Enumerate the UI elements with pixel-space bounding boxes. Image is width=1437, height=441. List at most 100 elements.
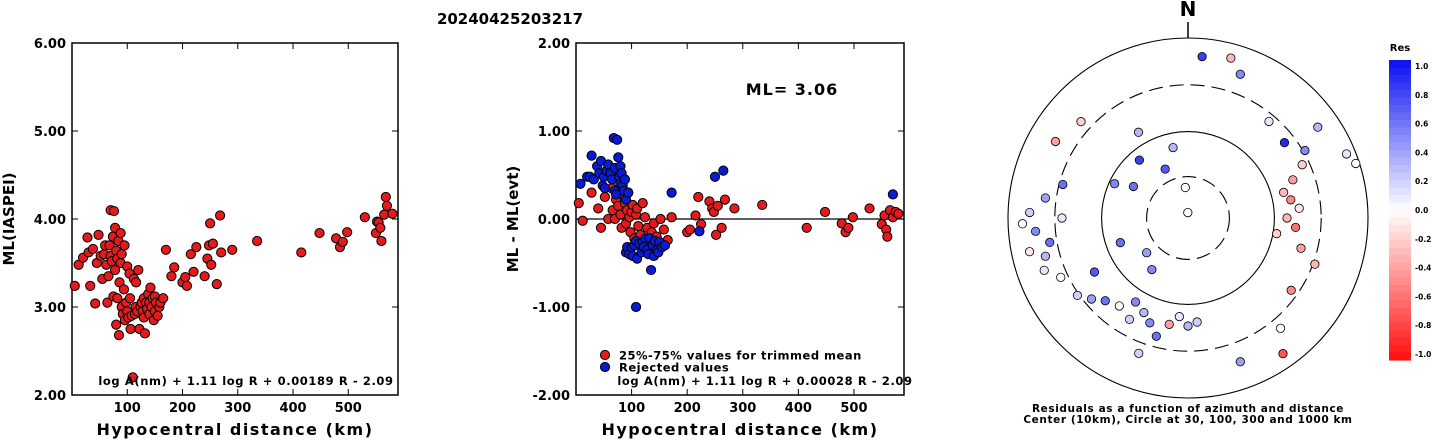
data-point [575, 178, 586, 189]
data-point [158, 293, 169, 304]
colorbar-tick-label: 0.2 [1415, 177, 1428, 186]
data-point [633, 220, 644, 232]
data-point [116, 249, 127, 260]
data-point [709, 171, 721, 182]
colorbar-segment [1389, 120, 1411, 129]
station-point [1086, 294, 1097, 304]
colorbar-segment [1389, 345, 1411, 354]
y-tick-label: 1.00 [538, 125, 570, 140]
data-point [85, 280, 96, 291]
station-point [1134, 348, 1144, 358]
data-point [139, 328, 151, 339]
colorbar-segment [1389, 337, 1411, 346]
station-point [1133, 127, 1144, 137]
station-point [1124, 314, 1135, 324]
data-point [573, 198, 584, 209]
station-point [1174, 312, 1184, 322]
colorbar-segment [1389, 225, 1411, 234]
station-point [1024, 247, 1035, 257]
data-point [130, 277, 142, 288]
data-point [887, 189, 898, 200]
data-point [757, 199, 768, 211]
north-label: N [1180, 0, 1197, 21]
data-point [185, 249, 196, 260]
colorbar-tick-label: -0.2 [1415, 235, 1431, 244]
data-point [359, 212, 370, 223]
data-point [801, 222, 812, 233]
station-point [1168, 142, 1178, 153]
data-point [599, 191, 611, 203]
station-point [1025, 207, 1035, 218]
colorbar-segment [1389, 135, 1411, 144]
y-tick-label: 5.00 [34, 125, 66, 140]
distance-circle [1054, 84, 1322, 352]
station-point [1045, 237, 1055, 247]
data-point [109, 264, 121, 276]
station-point [1226, 53, 1236, 63]
colorbar-segment [1389, 240, 1411, 249]
data-point [181, 280, 193, 291]
station-point [1286, 195, 1296, 205]
data-point [882, 231, 893, 242]
data-point [658, 224, 669, 235]
colorbar-tick-label: 0.8 [1415, 91, 1428, 100]
station-point [1275, 323, 1286, 333]
colorbar-segment [1389, 300, 1411, 309]
colorbar-tick-label: 0.4 [1415, 148, 1428, 157]
colorbar-tick-label: -0.6 [1415, 292, 1431, 301]
colorbar-segment [1389, 90, 1411, 99]
distance-circle [1007, 37, 1369, 399]
station-point [1235, 69, 1245, 79]
data-point [119, 240, 130, 251]
station-point [1296, 243, 1306, 253]
data-point [227, 244, 238, 255]
station-point [1183, 321, 1193, 331]
station-point [1180, 182, 1190, 193]
data-point [693, 191, 704, 203]
data-point [690, 210, 701, 221]
station-point [1109, 179, 1120, 189]
station-point [1100, 296, 1110, 306]
colorbar-tick-label: 1.0 [1415, 62, 1428, 71]
data-point [376, 235, 387, 247]
data-point [637, 198, 648, 209]
station-point [1313, 122, 1323, 132]
formula-annotation: log A(nm) + 1.11 log R + 0.00028 R - 2.0… [617, 374, 912, 388]
station-point [1139, 308, 1149, 318]
x-axis-label: Hypocentral distance (km) [601, 420, 878, 439]
legend-label: Rejected values [619, 361, 729, 375]
data-point [87, 243, 99, 255]
station-point [1183, 208, 1193, 218]
data-point [166, 271, 177, 282]
x-tick-label: 300 [729, 401, 756, 416]
data-point [694, 226, 705, 237]
data-point [819, 206, 831, 218]
colorbar-segment [1389, 127, 1411, 136]
data-point [206, 259, 217, 270]
station-point [1297, 160, 1307, 170]
legend-label: 25%-75% values for trimmed mean [619, 349, 862, 363]
data-point [127, 372, 138, 383]
station-point [1310, 259, 1320, 269]
y-tick-label: -2.00 [533, 389, 570, 404]
data-point [145, 282, 156, 293]
colorbar-tick-label: 0.6 [1415, 120, 1428, 129]
station-point [1341, 149, 1352, 159]
distance-circle [1146, 176, 1230, 260]
data-point [375, 222, 386, 233]
x-tick-label: 400 [279, 401, 306, 416]
data-point [843, 222, 854, 233]
data-point [379, 209, 390, 220]
colorbar-segment [1389, 270, 1411, 279]
station-point [1145, 318, 1155, 328]
data-point [214, 210, 226, 221]
colorbar-segment [1389, 172, 1411, 181]
residual-colorbar: Res 1.0 0.8 0.6 0.4 0.2 0.0 -0.2 -0.4 -0.6 -0.8 -1.… [1389, 43, 1431, 361]
data-point [342, 227, 353, 238]
data-point [595, 222, 607, 233]
colorbar-tick-label: -0.8 [1415, 321, 1431, 330]
station-point [1040, 193, 1051, 203]
colorbar-segment [1389, 210, 1411, 219]
colorbar-segment [1389, 247, 1411, 256]
